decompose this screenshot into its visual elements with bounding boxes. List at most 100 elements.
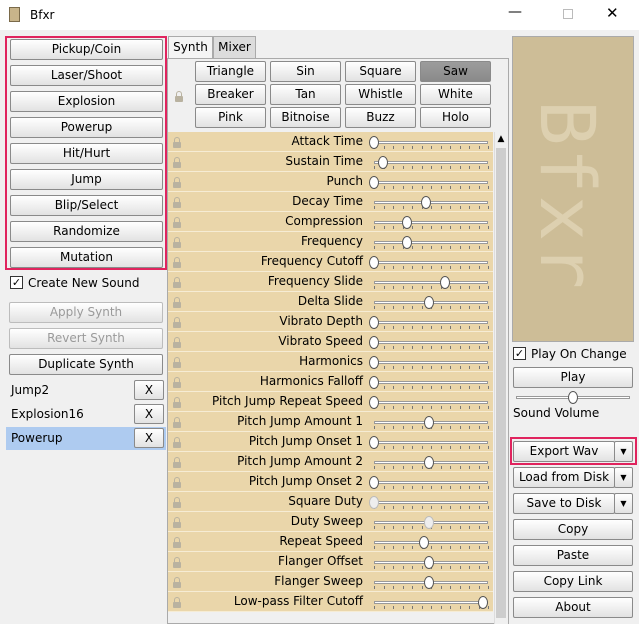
slider-tick — [421, 366, 423, 369]
sound-row[interactable] — [6, 427, 166, 450]
lock-icon — [173, 477, 181, 488]
param-label: Repeat Speed — [279, 534, 363, 548]
file-button[interactable]: About — [513, 597, 633, 618]
remove-button[interactable]: X — [134, 380, 164, 400]
file-button[interactable]: Copy Link — [513, 571, 633, 592]
slider-tick — [383, 326, 385, 329]
waveform-button[interactable]: Square — [345, 61, 416, 82]
scroll-thumb[interactable] — [496, 148, 506, 618]
preset-button[interactable]: Randomize — [10, 221, 163, 242]
slider-thumb[interactable] — [423, 456, 434, 469]
slider-thumb[interactable] — [369, 436, 379, 449]
waveform-button[interactable]: Saw — [420, 61, 491, 82]
preset-button[interactable]: Explosion — [10, 91, 163, 112]
waveform-button[interactable]: Sin — [270, 61, 341, 82]
slider-track — [374, 361, 488, 364]
tab[interactable]: Mixer — [213, 36, 256, 58]
slider-tick — [469, 266, 470, 269]
preset-button[interactable]: Hit/Hurt — [10, 143, 163, 164]
file-button[interactable]: Copy — [513, 519, 633, 540]
slider-track — [374, 601, 488, 604]
slider-tick — [478, 186, 480, 189]
slider-tick — [402, 286, 404, 289]
slider-thumb[interactable] — [369, 356, 379, 369]
slider-thumb[interactable] — [369, 316, 379, 329]
dropdown-button[interactable]: ▼ — [614, 493, 633, 514]
file-button[interactable]: Paste — [513, 545, 633, 566]
slider-tick — [421, 606, 423, 609]
slider-tick — [412, 266, 413, 269]
close-button[interactable]: ✕ — [606, 4, 619, 22]
slider-tick — [383, 606, 385, 609]
slider-tick — [459, 146, 461, 149]
slider-track — [374, 341, 488, 344]
preset-button[interactable]: Powerup — [10, 117, 163, 138]
slider-tick — [488, 246, 489, 249]
slider-thumb[interactable] — [423, 576, 434, 589]
slider-tick — [383, 426, 385, 429]
slider-thumb[interactable] — [369, 176, 379, 189]
preset-button[interactable]: Jump — [10, 169, 163, 190]
waveform-button[interactable]: Triangle — [195, 61, 266, 82]
slider-tick — [402, 206, 404, 209]
preset-button[interactable]: Pickup/Coin — [10, 39, 163, 60]
preset-button[interactable]: Laser/Shoot — [10, 65, 163, 86]
param-label: Flanger Offset — [278, 554, 363, 568]
checkbox[interactable]: ✓ — [513, 347, 526, 360]
dropdown-button[interactable]: ▼ — [614, 467, 633, 488]
slider-tick — [469, 166, 470, 169]
slider-tick — [488, 386, 489, 389]
dropdown-button[interactable]: ▼ — [614, 441, 633, 462]
file-button[interactable]: Save to Disk — [513, 493, 615, 514]
checkbox[interactable]: ✓ — [10, 276, 23, 289]
slider-thumb[interactable] — [369, 376, 379, 389]
slider-thumb[interactable] — [419, 536, 430, 549]
waveform-button[interactable]: Whistle — [345, 84, 416, 105]
waveform-button[interactable]: Breaker — [195, 84, 266, 105]
slider-thumb[interactable] — [369, 396, 379, 409]
slider-tick — [374, 566, 375, 569]
param-row — [168, 132, 493, 152]
slider-thumb[interactable] — [369, 256, 379, 269]
param-label: Square Duty — [288, 494, 363, 508]
slider-thumb[interactable] — [478, 596, 489, 609]
waveform-button[interactable]: Bitnoise — [270, 107, 341, 128]
slider-thumb[interactable] — [423, 416, 434, 429]
scroll-up[interactable]: ▲ — [497, 134, 505, 144]
slider-thumb[interactable] — [369, 336, 379, 349]
slider-tick — [374, 166, 375, 169]
file-button[interactable]: Load from Disk — [513, 467, 615, 488]
lock-icon — [173, 137, 181, 148]
action-button[interactable]: Duplicate Synth — [9, 354, 163, 375]
preset-button[interactable]: Blip/Select — [10, 195, 163, 216]
remove-button[interactable]: X — [134, 404, 164, 424]
minimize-button[interactable]: — — [508, 4, 522, 20]
tab[interactable]: Synth — [168, 36, 213, 58]
preset-button[interactable]: Mutation — [10, 247, 163, 268]
slider-thumb[interactable] — [439, 276, 450, 289]
waveform-button[interactable]: Tan — [270, 84, 341, 105]
slider-tick — [440, 266, 442, 269]
volume-thumb[interactable] — [568, 391, 578, 404]
slider-tick — [488, 306, 489, 309]
slider-thumb[interactable] — [369, 476, 379, 489]
slider-thumb[interactable] — [402, 216, 413, 229]
waveform-button[interactable]: Pink — [195, 107, 266, 128]
slider-thumb[interactable] — [423, 296, 434, 309]
slider-tick — [459, 206, 461, 209]
waveform-button[interactable]: Holo — [420, 107, 491, 128]
slider-tick — [488, 486, 489, 489]
slider-thumb[interactable] — [423, 556, 434, 569]
slider-tick — [440, 546, 442, 549]
file-button[interactable]: Export Wav — [513, 441, 615, 462]
slider-tick — [488, 326, 489, 329]
remove-button[interactable]: X — [134, 428, 164, 448]
slider-thumb[interactable] — [378, 156, 389, 169]
waveform-button[interactable]: White — [420, 84, 491, 105]
slider-thumb[interactable] — [369, 136, 379, 149]
slider-thumb[interactable] — [402, 236, 413, 249]
waveform-button[interactable]: Buzz — [345, 107, 416, 128]
play-button[interactable]: Play — [513, 367, 633, 388]
slider-tick — [478, 566, 480, 569]
slider-thumb[interactable] — [421, 196, 432, 209]
